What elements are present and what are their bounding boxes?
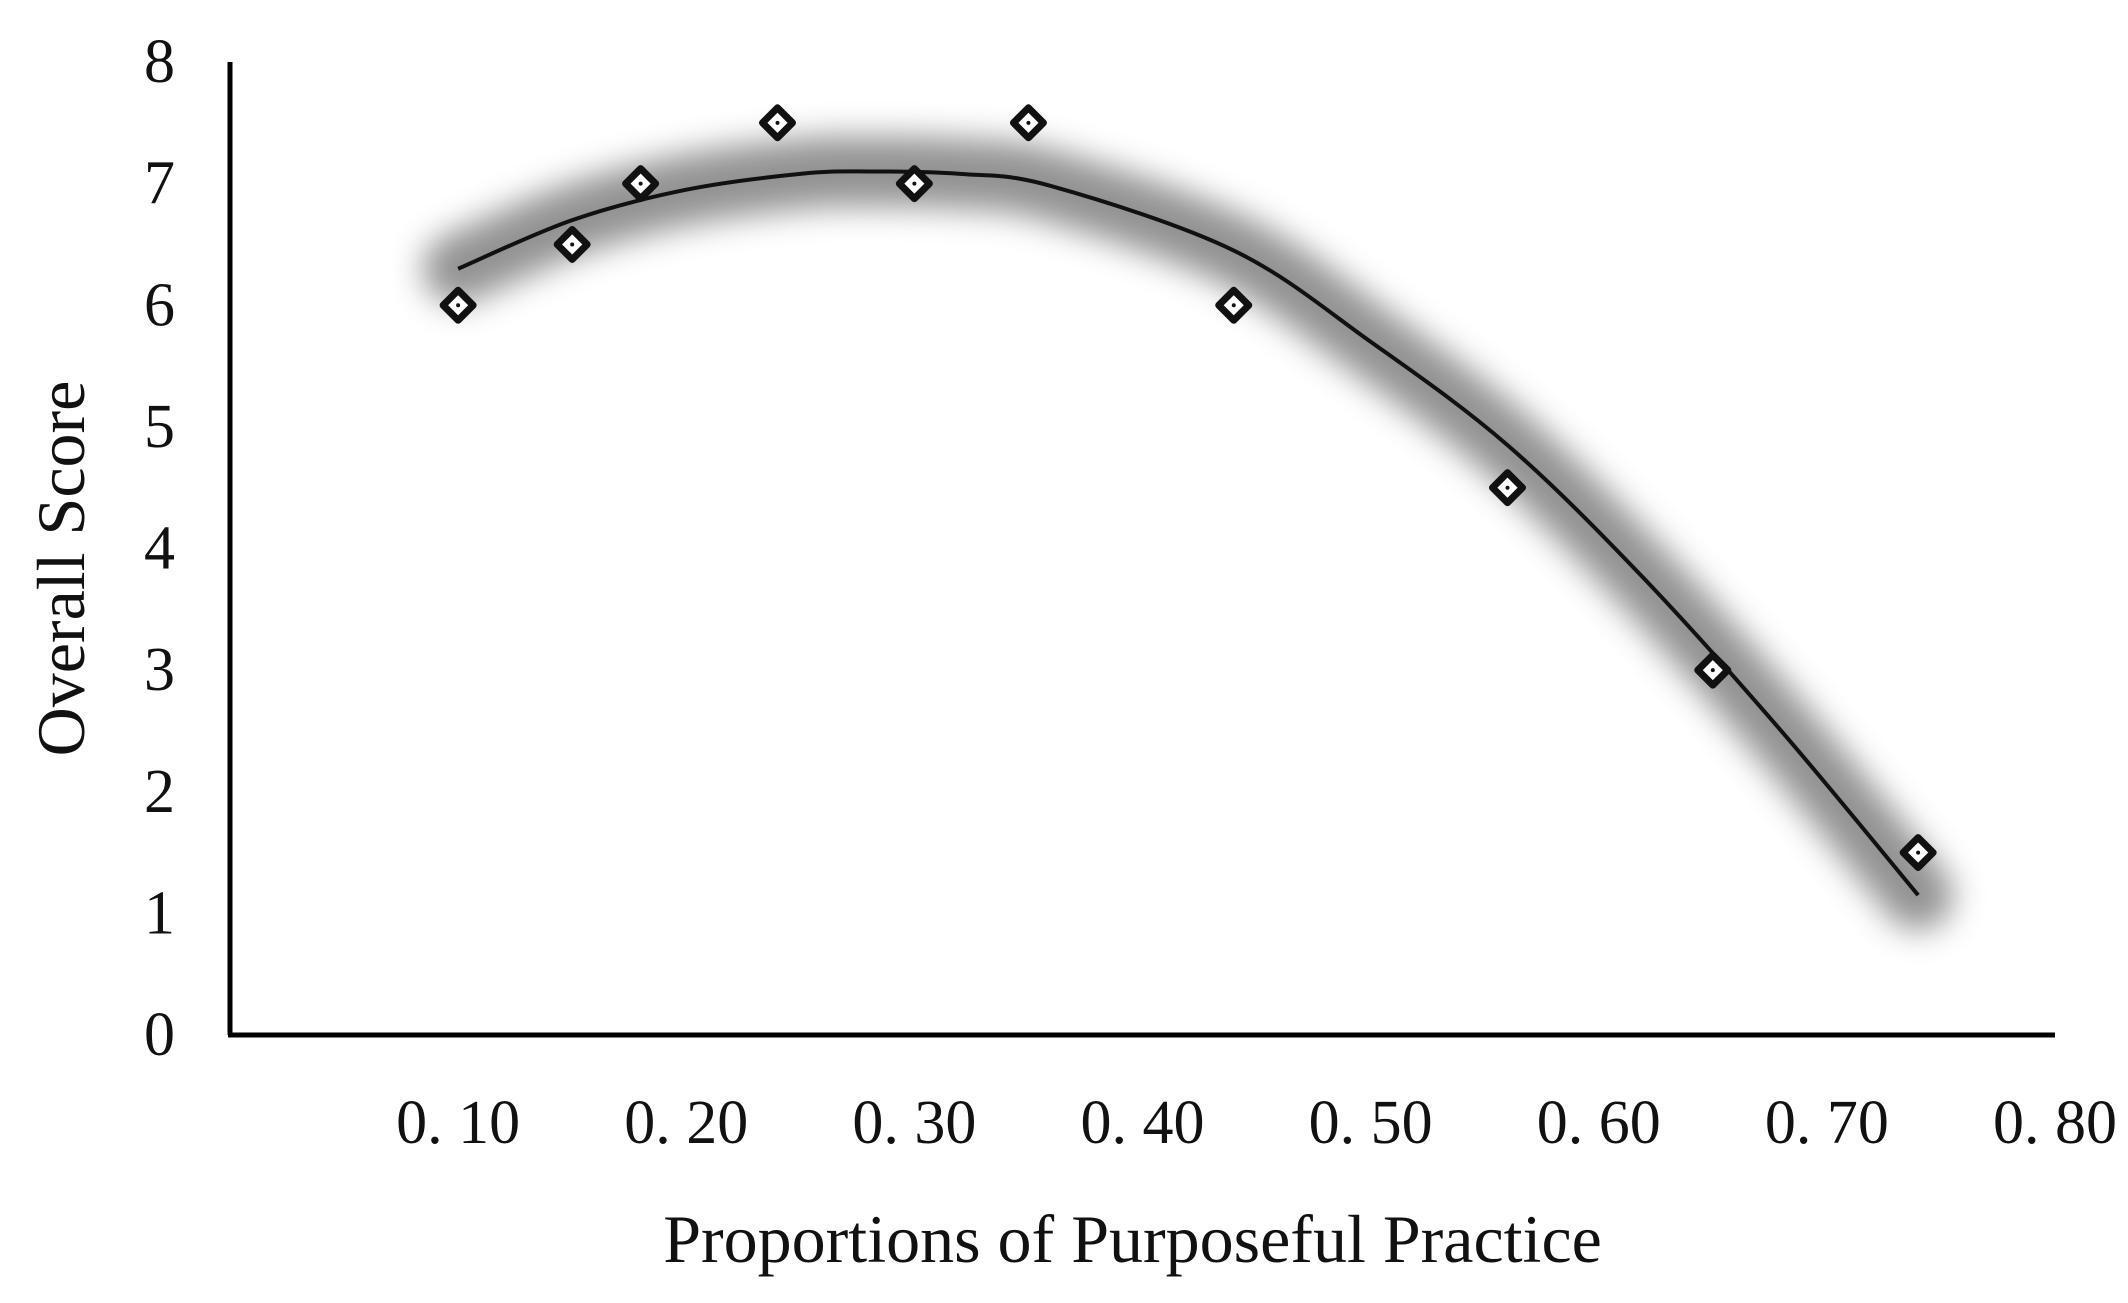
x-tick-label: 0. 30 xyxy=(852,1089,976,1157)
x-tick-label: 0. 70 xyxy=(1765,1089,1889,1157)
trendline xyxy=(457,169,1920,897)
y-tick-label: 3 xyxy=(144,636,175,704)
tick-labels: 0 1 2 3 4 5 6 7 8 0. 10 0. 20 0. 30 0. 40 0. 50 0. 60 0… xyxy=(144,28,2117,1157)
data-point xyxy=(1489,469,1526,507)
data-point xyxy=(553,225,591,263)
y-tick-label: 2 xyxy=(144,758,175,826)
trendline-glow xyxy=(423,136,1954,931)
data-point xyxy=(1694,651,1732,689)
y-tick-label: 6 xyxy=(144,271,175,339)
data-point xyxy=(439,286,477,324)
data-point xyxy=(622,165,660,203)
x-tick-label: 0. 50 xyxy=(1309,1089,1433,1157)
y-tick-label: 7 xyxy=(144,150,175,218)
x-tick-label: 0. 80 xyxy=(1993,1089,2117,1157)
x-tick-label: 0. 60 xyxy=(1537,1089,1661,1157)
x-axis-title: Proportions of Purposeful Practice xyxy=(663,1201,1602,1277)
y-tick-label: 4 xyxy=(144,515,175,583)
data-point xyxy=(1215,286,1253,324)
y-tick-label: 1 xyxy=(144,879,175,947)
x-tick-label: 0. 20 xyxy=(624,1089,748,1157)
axes xyxy=(227,62,2055,1038)
data-point xyxy=(1009,104,1047,142)
x-tick-label: 0. 10 xyxy=(396,1089,520,1157)
data-point xyxy=(759,104,796,142)
data-points xyxy=(439,104,1937,872)
data-point xyxy=(895,165,933,203)
data-point xyxy=(1899,834,1937,872)
x-tick-label: 0. 40 xyxy=(1081,1089,1205,1157)
trendline-layer xyxy=(423,136,1954,931)
y-tick-label: 0 xyxy=(144,1001,175,1069)
y-axis-title: Overall Score xyxy=(23,381,99,757)
y-tick-label: 5 xyxy=(144,393,175,461)
y-tick-label: 8 xyxy=(144,28,175,96)
